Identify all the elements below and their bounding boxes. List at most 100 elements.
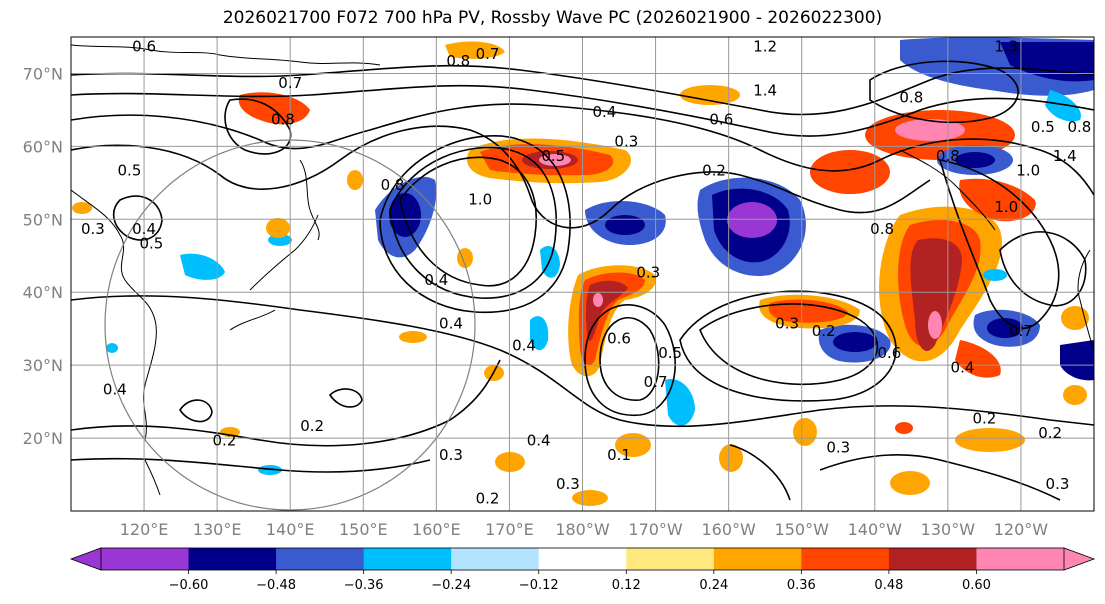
colorbar-tick-label: 0.36 — [787, 578, 816, 593]
contour-label: 0.8 — [870, 220, 894, 238]
lon-tick-label: 130°E — [193, 520, 242, 539]
contour-label: 0.5 — [1031, 118, 1055, 136]
contour-label: 0.4 — [132, 220, 156, 238]
contour-label: 0.7 — [476, 45, 500, 63]
contour-label: 0.7 — [1009, 322, 1033, 340]
contour-labels: 0.6 0.7 0.8 0.7 1.2 1.3 1.4 0.8 0.4 0.3 0.6 0.5 0.2 0… — [81, 38, 1091, 508]
lat-tick-label: 60°N — [23, 137, 63, 156]
contour-label: 0.2 — [476, 490, 500, 508]
colorbar-segment — [101, 548, 190, 570]
contour-label: 0.4 — [592, 103, 616, 121]
contour-label: 0.5 — [139, 234, 163, 252]
lon-tick-label: 180°W — [555, 520, 610, 539]
lon-tick-label: 160°E — [412, 520, 461, 539]
contour-label: 0.6 — [607, 329, 631, 347]
colorbar-tick-label: −0.24 — [431, 578, 471, 593]
colorbar-segment — [363, 548, 452, 570]
contour-label: 0.5 — [658, 344, 682, 362]
colorbar-extend-high — [1063, 547, 1096, 571]
colorbar-tick-label: −0.36 — [344, 578, 384, 593]
lat-tick-label: 40°N — [23, 283, 63, 302]
contour-label: 0.4 — [512, 337, 536, 355]
contour-label: 1.0 — [994, 198, 1018, 216]
contour-label: 0.8 — [1067, 118, 1091, 136]
contour-label: 0.4 — [424, 271, 448, 289]
contour-label: 0.5 — [118, 162, 142, 180]
contour-label: 0.8 — [446, 52, 470, 70]
lon-tick-label: 120°W — [994, 520, 1049, 539]
contour-label: 0.3 — [636, 264, 660, 282]
contour-label: 0.3 — [439, 446, 463, 464]
colorbar-segment — [276, 548, 365, 570]
colorbar-segment — [538, 548, 627, 570]
map-title: 2026021700 F072 700 hPa PV, Rossby Wave … — [222, 8, 883, 28]
shade-negative-central-pacific — [585, 177, 806, 276]
lon-tick-label: 130°W — [921, 520, 976, 539]
lat-tick-label: 20°N — [23, 429, 63, 448]
contour-label: 0.4 — [103, 380, 127, 398]
contour-label: 0.1 — [607, 446, 631, 464]
contour-label: 0.2 — [1038, 424, 1062, 442]
colorbar-segment — [976, 548, 1065, 570]
gridlines — [71, 37, 1094, 511]
contour-label: 0.2 — [972, 409, 996, 427]
contour-label: 0.8 — [936, 147, 960, 165]
colorbar-extend-low — [69, 547, 102, 571]
contour-label: 0.7 — [644, 373, 668, 391]
contour-label: 0.4 — [439, 315, 463, 333]
colorbar-tick-label: 0.12 — [612, 578, 641, 593]
colorbar-tick-label: −0.12 — [519, 578, 559, 593]
lon-tick-labels: 120°E 130°E 140°E 150°E 160°E 170°E 180°W 170°W… — [120, 520, 1049, 539]
contour-label: 0.3 — [614, 132, 638, 150]
colorbar-segment — [188, 548, 277, 570]
contour-label: 1.2 — [753, 38, 777, 56]
colorbar-segment — [888, 548, 977, 570]
contour-label: 0.3 — [775, 315, 799, 333]
shade-negative-gulf-alaska — [900, 37, 1094, 175]
contour-label: 0.8 — [381, 176, 405, 194]
map-frame — [70, 36, 1095, 512]
colorbar-tick-label: 0.48 — [874, 578, 903, 593]
colorbar-segment — [713, 548, 802, 570]
lon-tick-label: 140°E — [266, 520, 315, 539]
lon-tick-label: 150°E — [339, 520, 388, 539]
contour-label: 0.4 — [527, 431, 551, 449]
lat-tick-labels: 70°N 60°N 50°N 40°N 30°N 20°N — [23, 64, 63, 448]
contour-label: 0.6 — [132, 38, 156, 56]
contour-label: 0.8 — [271, 111, 295, 129]
shade-positive-subtropics — [72, 41, 1089, 506]
colorbar-segment — [451, 548, 540, 570]
contour-label: 0.2 — [300, 417, 324, 435]
shade-negative-west-pacific — [106, 90, 1094, 475]
shade-positive-ne-pacific — [879, 178, 1036, 378]
colorbar-outline — [100, 547, 1065, 571]
colorbar-tick-labels: −0.60 −0.48 −0.36 −0.24 −0.12 0.12 0.24 0.36 0.4… — [169, 570, 991, 593]
lat-tick-label: 50°N — [23, 210, 63, 229]
colorbar-tick-label: −0.48 — [256, 578, 296, 593]
contour-label: 0.6 — [877, 344, 901, 362]
contour-label: 1.4 — [753, 81, 777, 99]
contour-label: 0.5 — [541, 147, 565, 165]
colorbar-tick-label: −0.60 — [169, 578, 209, 593]
colorbar-tick-label: 0.60 — [962, 578, 991, 593]
contour-label: 0.2 — [812, 322, 836, 340]
contour-label: 0.8 — [899, 89, 923, 107]
colorbar-tick-label: 0.24 — [699, 578, 728, 593]
lon-tick-label: 140°W — [848, 520, 903, 539]
lon-tick-label: 170°W — [628, 520, 683, 539]
shading-layer — [72, 37, 1094, 506]
contour-label: 0.3 — [1046, 475, 1070, 493]
contour-label: 0.3 — [81, 220, 105, 238]
lon-tick-label: 150°W — [775, 520, 830, 539]
colorbar-segment — [626, 548, 715, 570]
lat-tick-label: 30°N — [23, 356, 63, 375]
contour-label: 0.3 — [826, 439, 850, 457]
lon-tick-label: 160°W — [701, 520, 756, 539]
lat-tick-label: 70°N — [23, 64, 63, 83]
lon-tick-label: 170°E — [485, 520, 534, 539]
coastlines — [71, 44, 1094, 496]
contour-label: 1.0 — [1016, 162, 1040, 180]
lon-tick-label: 120°E — [120, 520, 169, 539]
colorbar — [69, 547, 1096, 571]
colorbar-segment — [801, 548, 890, 570]
